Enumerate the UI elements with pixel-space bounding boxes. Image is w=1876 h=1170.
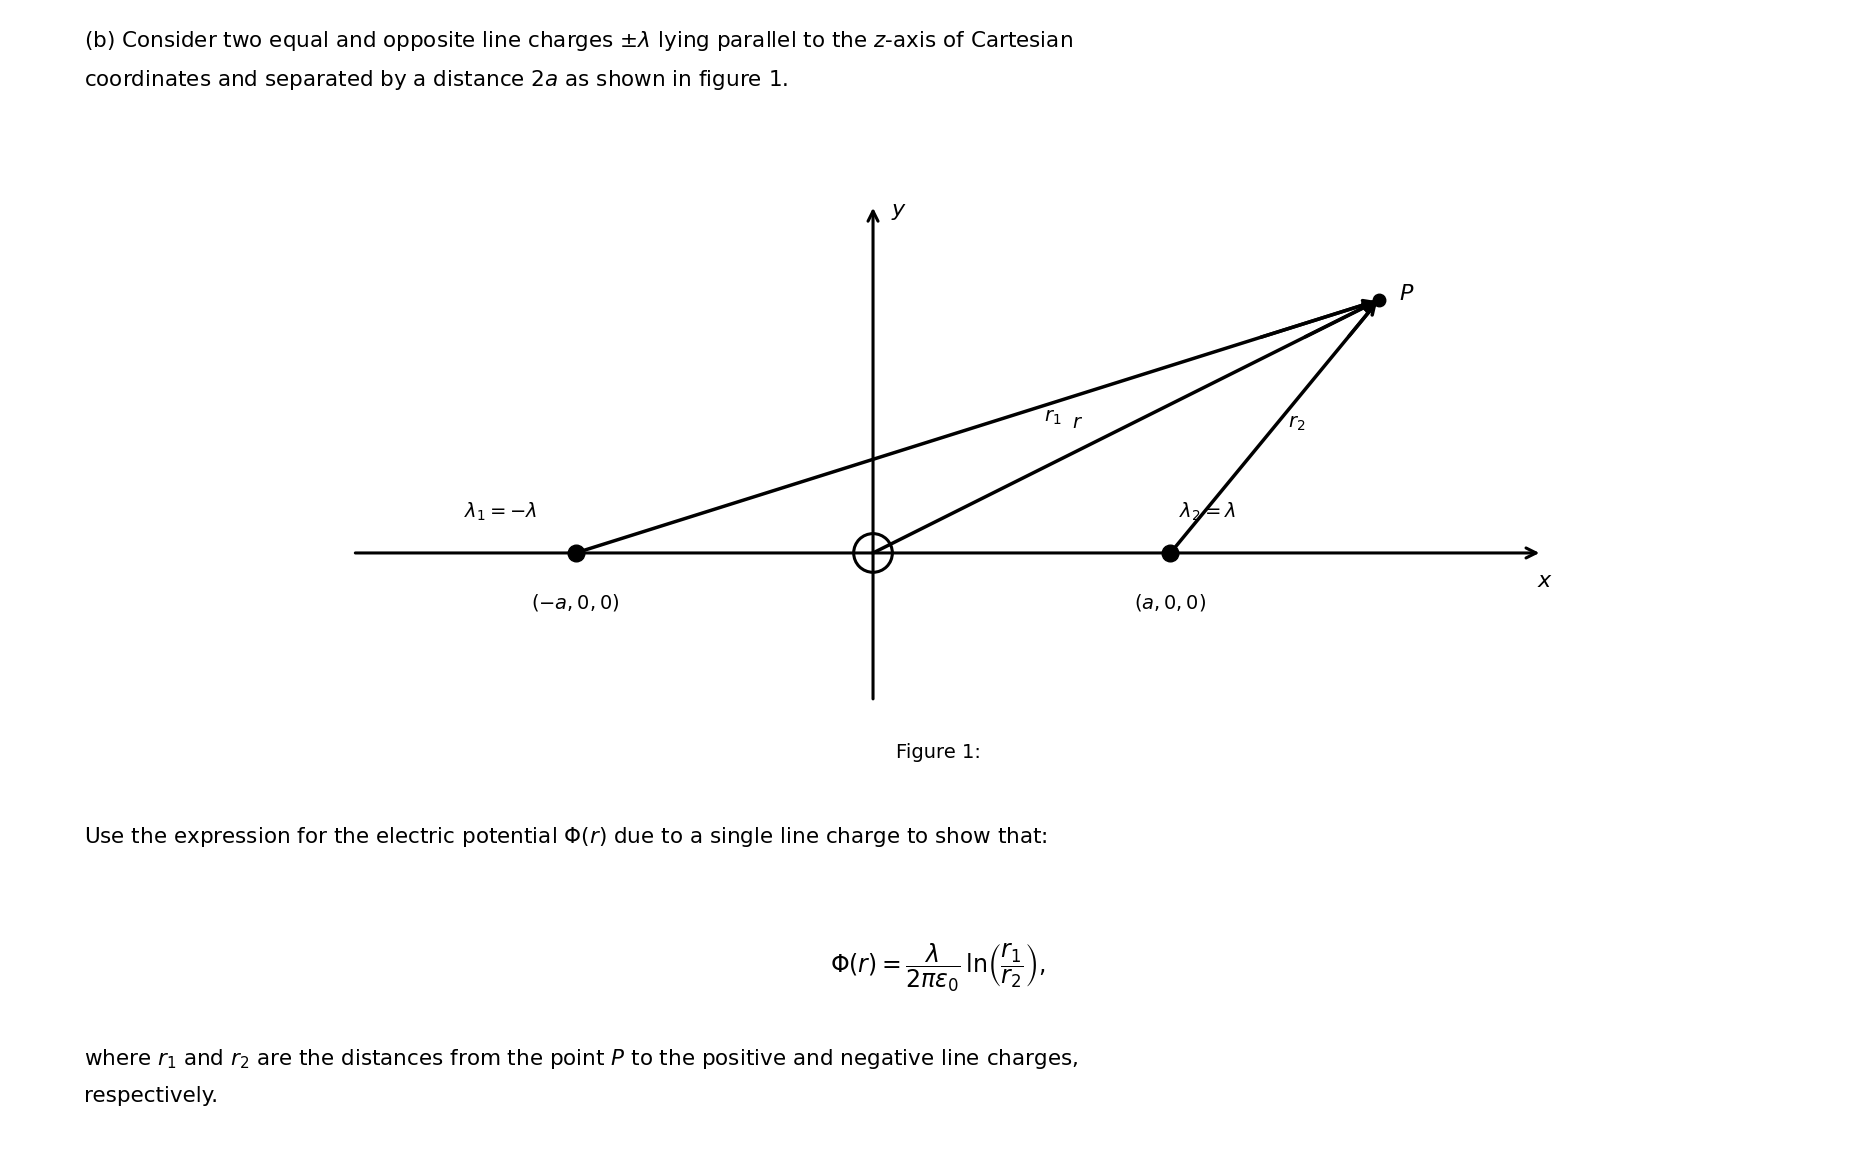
Text: (b) Consider two equal and opposite line charges $\pm\lambda$ lying parallel to : (b) Consider two equal and opposite line… — [84, 29, 1073, 54]
Text: $\lambda_2{=}\lambda$: $\lambda_2{=}\lambda$ — [1180, 501, 1236, 523]
Text: $P$: $P$ — [1399, 284, 1415, 304]
Text: respectively.: respectively. — [84, 1086, 218, 1106]
Text: where $r_1$ and $r_2$ are the distances from the point $P$ to the positive and n: where $r_1$ and $r_2$ are the distances … — [84, 1047, 1079, 1072]
Text: $\lambda_1{=}{-}\lambda$: $\lambda_1{=}{-}\lambda$ — [463, 501, 537, 523]
Text: Figure 1:: Figure 1: — [895, 743, 981, 762]
Text: coordinates and separated by a distance $2a$ as shown in figure 1.: coordinates and separated by a distance … — [84, 68, 788, 92]
Text: $x$: $x$ — [1536, 571, 1553, 591]
Text: $(a,0,0)$: $(a,0,0)$ — [1135, 592, 1206, 613]
Text: $\Phi(r) = \dfrac{\lambda}{2\pi\epsilon_0}\,\ln\!\left(\dfrac{r_1}{r_2}\right),$: $\Phi(r) = \dfrac{\lambda}{2\pi\epsilon_… — [829, 942, 1047, 994]
Text: $r_2$: $r_2$ — [1289, 414, 1306, 433]
Text: $y$: $y$ — [891, 202, 906, 222]
Text: $(-a,0,0)$: $(-a,0,0)$ — [531, 592, 619, 613]
Text: Use the expression for the electric potential $\Phi(r)$ due to a single line cha: Use the expression for the electric pote… — [84, 825, 1049, 849]
Text: $r$: $r$ — [1073, 413, 1082, 432]
Text: $r_1$: $r_1$ — [1045, 408, 1062, 427]
